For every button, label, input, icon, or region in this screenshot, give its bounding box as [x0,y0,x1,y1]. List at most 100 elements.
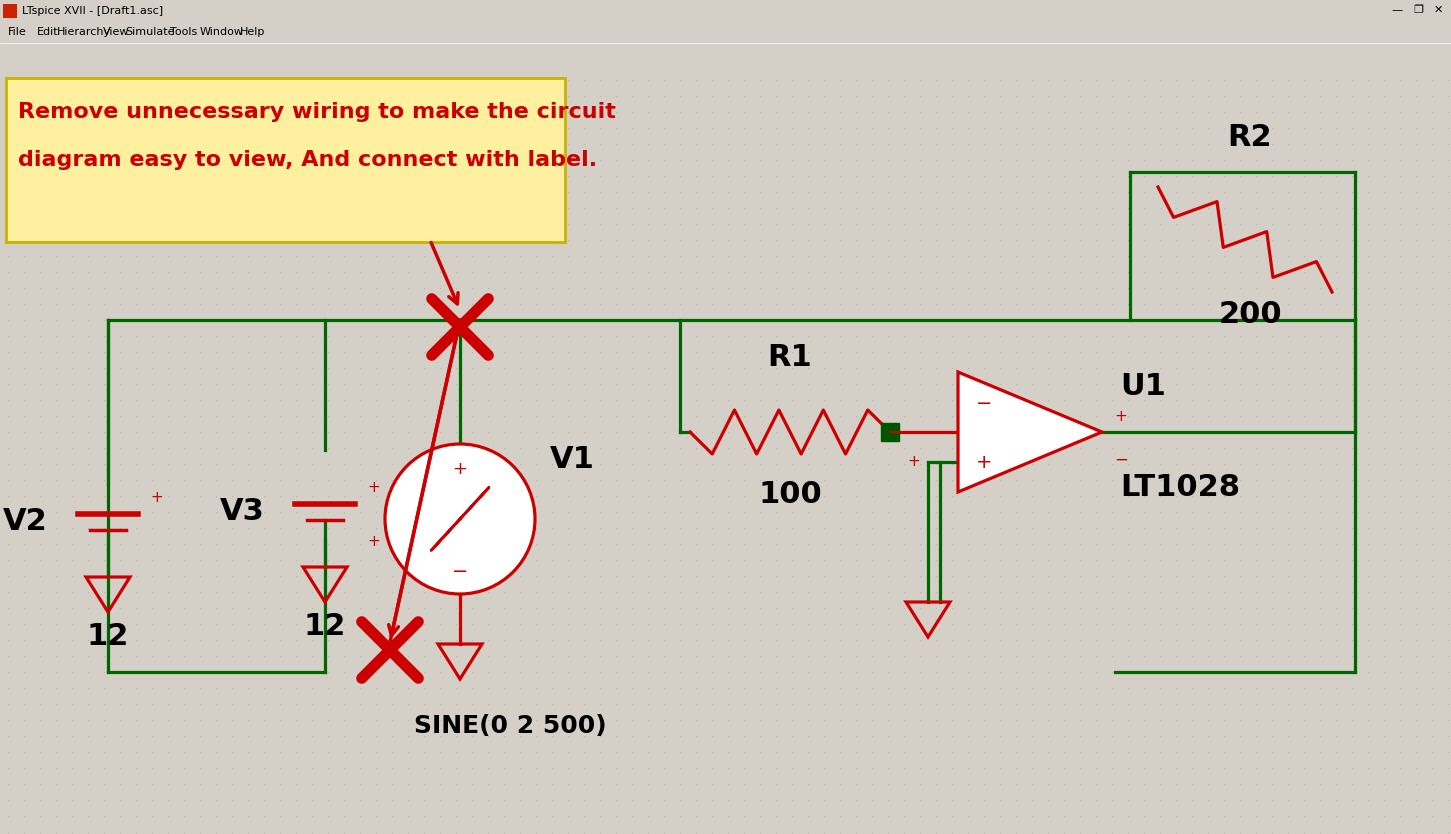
Point [1357,537,1380,550]
Point [765,89,788,103]
Point [252,713,276,726]
Point [173,585,196,599]
Point [781,474,804,487]
Point [1309,633,1332,646]
Point [316,793,340,806]
Point [1245,633,1268,646]
Point [908,681,932,695]
Point [1020,457,1043,470]
Point [637,761,660,775]
Point [29,169,52,183]
Point [1293,201,1316,214]
Point [1357,713,1380,726]
Point [237,826,260,834]
Point [1245,729,1268,742]
Point [1148,185,1171,198]
Point [1052,490,1075,503]
Point [1341,105,1364,118]
Point [476,138,499,151]
Point [1389,394,1412,407]
Point [252,249,276,263]
Point [125,361,148,374]
Point [701,441,724,455]
Point [316,809,340,822]
Point [876,650,900,663]
Point [173,666,196,679]
Point [589,650,612,663]
Point [348,218,371,231]
Point [284,601,308,615]
Point [876,617,900,631]
Text: R2: R2 [1228,123,1273,152]
Point [444,234,467,247]
Point [364,425,387,439]
Point [492,746,515,759]
Point [380,329,403,343]
Point [572,105,595,118]
Point [1421,746,1444,759]
Point [733,633,756,646]
Point [1373,121,1396,134]
Point [540,329,563,343]
Point [1325,89,1348,103]
Point [1181,73,1204,87]
Point [1148,153,1171,167]
Point [717,601,740,615]
Point [860,490,884,503]
Point [364,457,387,470]
Point [157,729,180,742]
Point [685,281,708,294]
Point [524,713,547,726]
Point [540,474,563,487]
Point [460,377,483,390]
Point [237,153,260,167]
Point [781,361,804,374]
Point [428,650,451,663]
Point [252,457,276,470]
Point [1309,474,1332,487]
Point [1004,425,1027,439]
Point [1020,633,1043,646]
Point [1148,345,1171,359]
Point [1004,281,1027,294]
Point [572,505,595,519]
Point [412,521,435,535]
Point [157,585,180,599]
Point [428,505,451,519]
Point [221,169,244,183]
Point [1068,601,1091,615]
Point [141,490,164,503]
Point [540,521,563,535]
Point [1213,761,1236,775]
Point [396,746,419,759]
Point [940,153,963,167]
Point [1197,218,1220,231]
Point [1068,746,1091,759]
Point [797,553,820,566]
Point [556,218,579,231]
Point [669,234,692,247]
Point [972,777,995,791]
Point [1197,490,1220,503]
Point [749,666,772,679]
Point [1277,329,1300,343]
Point [1132,729,1155,742]
Point [61,314,84,327]
Point [717,713,740,726]
Point [685,761,708,775]
Point [1293,681,1316,695]
Point [956,570,979,583]
Point [844,585,868,599]
Point [189,505,212,519]
Point [1036,570,1059,583]
Point [876,105,900,118]
Point [1116,521,1139,535]
Point [892,537,916,550]
Point [332,793,355,806]
Point [1245,777,1268,791]
Point [908,633,932,646]
Point [125,729,148,742]
Point [924,570,948,583]
Point [1116,601,1139,615]
Point [1068,617,1091,631]
